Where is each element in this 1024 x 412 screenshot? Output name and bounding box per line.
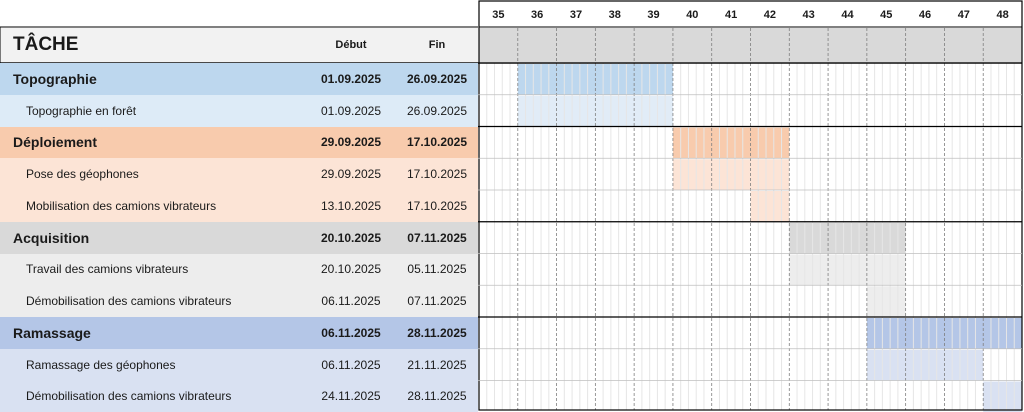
task-bar — [750, 191, 790, 222]
week-label: 42 — [764, 9, 776, 21]
start-date: 20.10.2025 — [320, 230, 382, 245]
task-table: TÂCHE Début Fin Topographie 01.09.2025 26.… — [0, 0, 478, 412]
phase-row: Déploiement 29.09.2025 17.10.2025 — [0, 126, 478, 159]
task-name: Ramassage des géophones — [26, 357, 176, 372]
task-name: Mobilisation des camions vibrateurs — [26, 198, 217, 213]
end-date: 26.09.2025 — [406, 103, 468, 118]
start-date: 06.11.2025 — [321, 294, 381, 309]
start-date: 29.09.2025 — [320, 167, 382, 182]
end-date: 05.11.2025 — [407, 262, 467, 277]
task-row: Ramassage des géophones 06.11.2025 21.11.2… — [0, 348, 478, 381]
end-date: 26.09.2025 — [406, 71, 468, 86]
task-bar — [866, 349, 984, 381]
week-label: 35 — [492, 9, 504, 21]
start-date: 06.11.2025 — [321, 357, 381, 372]
end-date: 28.11.2025 — [407, 389, 467, 404]
task-name: Topographie en forêt — [26, 103, 137, 118]
start-date: 13.10.2025 — [320, 198, 382, 213]
start-date: 01.09.2025 — [320, 71, 382, 86]
start-column-header: Début — [335, 39, 367, 51]
task-bar — [672, 159, 790, 190]
week-label: 40 — [686, 9, 698, 21]
table-header-band — [0, 28, 478, 62]
week-label: 41 — [725, 9, 737, 21]
phase-name: Topographie — [13, 70, 97, 87]
phase-row: Acquisition 20.10.2025 07.11.2025 — [0, 221, 478, 254]
phase-bar — [789, 222, 906, 254]
task-row: Mobilisation des camions vibrateurs 13.10… — [0, 190, 478, 222]
end-column-header: Fin — [428, 39, 446, 51]
end-date: 17.10.2025 — [406, 167, 468, 182]
task-name: Démobilisation des camions vibrateurs — [26, 294, 232, 309]
week-label: 44 — [841, 9, 854, 21]
phase-row: Topographie 01.09.2025 26.09.2025 — [0, 63, 478, 95]
phase-bar — [672, 127, 790, 159]
task-column-header: TÂCHE — [13, 34, 79, 55]
start-date: 24.11.2025 — [321, 389, 381, 404]
phase-row: Ramassage 06.11.2025 28.11.2025 — [0, 317, 478, 349]
end-date: 07.11.2025 — [407, 294, 467, 309]
week-label: 39 — [647, 9, 659, 21]
task-row: Démobilisation des camions vibrateurs 06.… — [0, 285, 478, 317]
week-label: 38 — [609, 9, 621, 21]
phase-name: Acquisition — [13, 229, 90, 246]
end-date: 28.11.2025 — [407, 325, 467, 340]
end-date: 17.10.2025 — [406, 198, 468, 213]
start-date: 01.09.2025 — [320, 103, 382, 118]
end-date: 21.11.2025 — [407, 357, 467, 372]
start-date: 29.09.2025 — [320, 135, 382, 150]
week-label: 46 — [919, 9, 931, 21]
end-date: 07.11.2025 — [407, 230, 467, 245]
week-label: 47 — [958, 9, 970, 21]
timeline-frame — [478, 0, 1023, 411]
start-date: 06.11.2025 — [321, 325, 381, 340]
week-label: 36 — [531, 9, 543, 21]
task-name: Travail des camions vibrateurs — [26, 262, 189, 277]
week-label: 48 — [996, 9, 1008, 21]
task-bar — [866, 286, 906, 317]
task-row: Topographie en forêt 01.09.2025 26.09.2025 — [0, 94, 478, 127]
week-label: 43 — [803, 9, 815, 21]
phase-name: Déploiement — [13, 134, 98, 151]
task-bar — [789, 254, 906, 286]
week-label: 45 — [880, 9, 892, 21]
week-label: 37 — [570, 9, 582, 21]
phase-name: Ramassage — [13, 324, 91, 341]
task-name: Pose des géophones — [26, 167, 139, 182]
task-row: Démobilisation des camions vibrateurs 24.… — [0, 380, 478, 412]
start-date: 20.10.2025 — [320, 262, 382, 277]
task-row: Pose des géophones 29.09.2025 17.10.2025 — [0, 158, 478, 190]
task-row: Travail des camions vibrateurs 20.10.2025… — [0, 253, 478, 286]
task-name: Démobilisation des camions vibrateurs — [26, 389, 232, 404]
end-date: 17.10.2025 — [406, 135, 468, 150]
task-bar — [983, 381, 1022, 412]
